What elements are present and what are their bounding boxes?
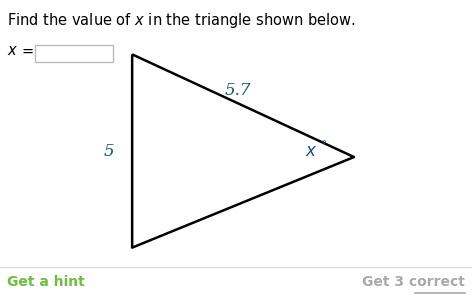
Text: $x$: $x$ bbox=[7, 44, 18, 58]
Text: Get 3 correct: Get 3 correct bbox=[362, 275, 465, 289]
Text: =: = bbox=[21, 44, 34, 59]
Text: °: ° bbox=[321, 140, 326, 150]
Text: $x$: $x$ bbox=[305, 143, 318, 159]
Text: 5: 5 bbox=[103, 143, 114, 159]
Text: Find the value of $x$ in the triangle shown below.: Find the value of $x$ in the triangle sh… bbox=[7, 11, 356, 30]
Text: Get a hint: Get a hint bbox=[7, 275, 85, 289]
FancyBboxPatch shape bbox=[35, 45, 113, 62]
Text: 5.7: 5.7 bbox=[225, 82, 252, 99]
